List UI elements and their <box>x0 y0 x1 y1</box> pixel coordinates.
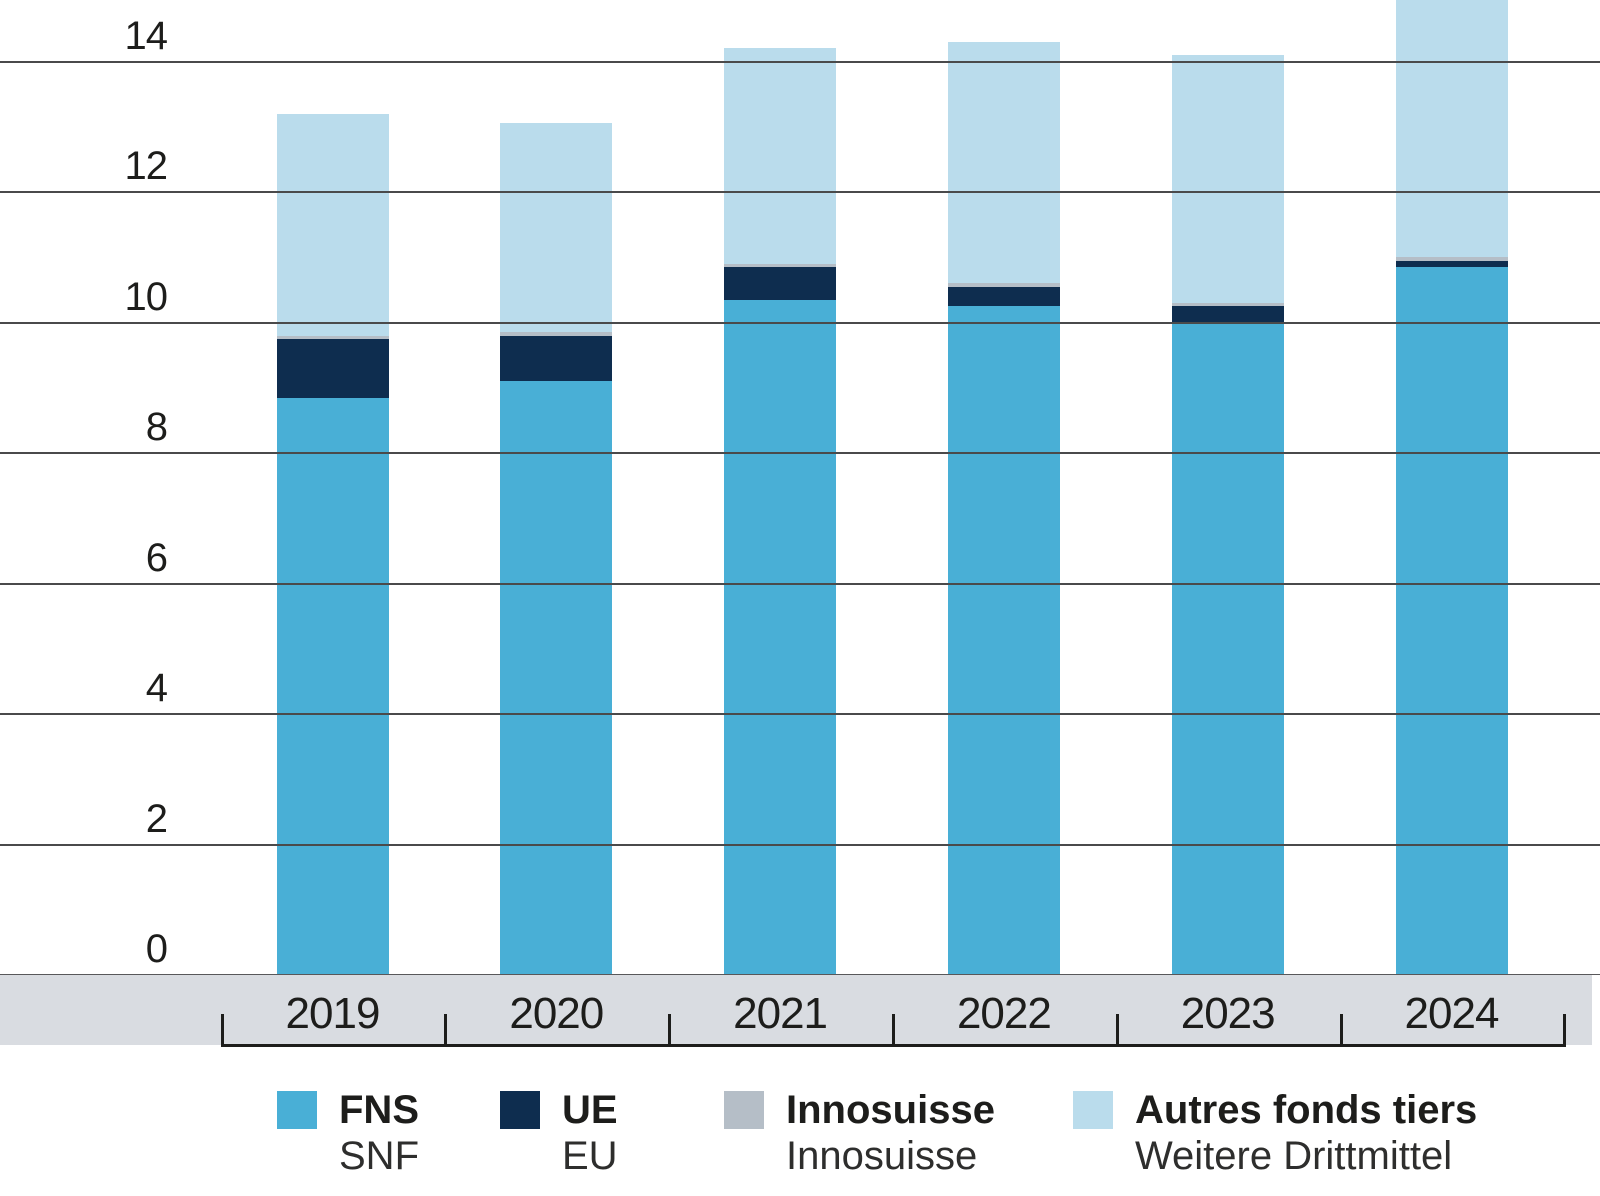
legend-item-fns: FNS SNF <box>277 1087 419 1179</box>
x-axis-band <box>0 975 1592 1045</box>
y-tick-label-0: 0 <box>145 927 168 971</box>
x-axis-tick <box>668 1014 672 1047</box>
gridline-6 <box>0 582 1600 585</box>
y-tick-label-8: 8 <box>145 405 168 449</box>
x-tick-label-2022: 2022 <box>956 989 1052 1038</box>
bar-2023-ue <box>1171 306 1284 323</box>
x-axis-tick <box>1115 1014 1119 1047</box>
ue-swatch-icon <box>500 1091 540 1129</box>
legend-item-innosuisse: Innosuisse Innosuisse <box>724 1087 995 1179</box>
bar-2024-innosuisse <box>1395 257 1508 261</box>
y-tick-label-12: 12 <box>124 144 169 188</box>
legend-item-autres: Autres fonds tiers Weitere Drittmittel <box>1073 1087 1477 1179</box>
bar-2022-ue <box>947 286 1060 307</box>
legend-label-innosuisse: Innosuisse <box>786 1088 995 1132</box>
x-tick-label-2021: 2021 <box>733 989 828 1038</box>
bar-2023-fns <box>1171 322 1284 975</box>
bar-2020-innosuisse <box>500 332 613 336</box>
gridline-14 <box>0 60 1600 63</box>
bar-2021-fns <box>724 299 837 975</box>
gridline-2 <box>0 843 1600 846</box>
legend-sublabel-fns: SNF <box>339 1134 419 1178</box>
bar-2023-autres-fonds-tiers <box>1171 54 1284 303</box>
y-tick-label-4: 4 <box>145 666 168 710</box>
x-axis-tick <box>1339 1014 1343 1047</box>
x-axis-tick <box>444 1014 448 1047</box>
x-tick-label-2020: 2020 <box>509 989 604 1038</box>
bar-2024-ue <box>1395 260 1508 268</box>
legend-label-ue: UE <box>562 1088 618 1132</box>
bar-2019-autres-fonds-tiers <box>276 113 389 336</box>
gridline-12 <box>0 191 1600 193</box>
y-tick-label-6: 6 <box>145 535 168 580</box>
legend: FNS SNF UE EU Innosuisse Innosuisse Autr… <box>0 1087 1600 1196</box>
x-tick-label-2023: 2023 <box>1180 989 1276 1038</box>
bar-2021-innosuisse <box>724 263 837 268</box>
bar-2022-innosuisse <box>947 283 1060 287</box>
gridline-4 <box>0 713 1600 715</box>
gridline-10 <box>0 321 1600 324</box>
bar-2019-ue <box>276 338 389 398</box>
gridline-8 <box>0 452 1600 454</box>
legend-label-autres: Autres fonds tiers <box>1135 1088 1478 1132</box>
bar-2024-autres-fonds-tiers <box>1395 0 1508 258</box>
bar-2019-innosuisse <box>276 335 389 339</box>
y-tick-label-14: 14 <box>124 13 169 58</box>
legend-sublabel-autres: Weitere Drittmittel <box>1135 1134 1453 1178</box>
x-tick-label-2024: 2024 <box>1404 989 1500 1038</box>
bar-2023-innosuisse <box>1171 302 1284 307</box>
bar-2021-autres-fonds-tiers <box>724 48 837 264</box>
legend-sublabel-ue: EU <box>562 1134 618 1178</box>
innosuisse-swatch-icon <box>724 1091 764 1129</box>
y-tick-label-2: 2 <box>145 796 168 841</box>
bar-2020-fns <box>500 381 613 975</box>
autres-swatch-icon <box>1073 1091 1113 1129</box>
legend-sublabel-innosuisse: Innosuisse <box>786 1134 978 1178</box>
fns-swatch-icon <box>277 1091 317 1129</box>
bar-2020-ue <box>500 335 613 382</box>
x-axis-tick <box>892 1014 895 1047</box>
bar-2021-ue <box>724 267 837 300</box>
x-axis-tick <box>1563 1014 1567 1047</box>
x-tick-label-2019: 2019 <box>285 989 381 1038</box>
bar-2022-fns <box>947 306 1060 975</box>
bar-2020-autres-fonds-tiers <box>500 123 613 333</box>
y-tick-label-10: 10 <box>124 274 169 319</box>
legend-label-fns: FNS <box>339 1088 419 1132</box>
legend-item-ue: UE EU <box>500 1087 618 1179</box>
plot-area: 0 2 4 6 8 10 12 14 <box>0 0 1600 975</box>
gridline-0 <box>0 974 1600 975</box>
bar-2024-fns <box>1395 267 1508 975</box>
x-axis-tick <box>220 1014 224 1047</box>
bar-2022-autres-fonds-tiers <box>947 41 1060 284</box>
bar-2019-fns <box>276 397 389 975</box>
